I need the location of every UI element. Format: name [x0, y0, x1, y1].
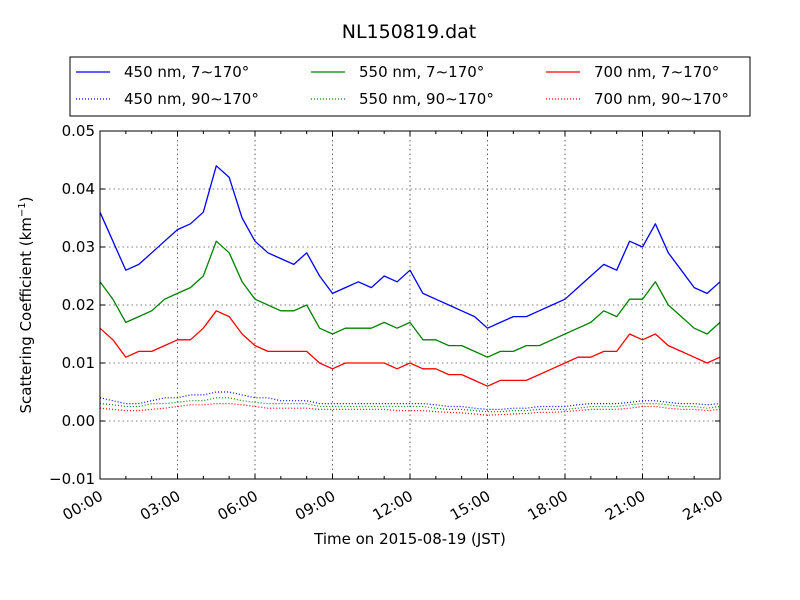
y-axis-label-superscript: −1 [17, 202, 28, 217]
y-tick-labels: −0.01 0.00 0.01 0.02 0.03 0.04 0.05 [49, 122, 95, 488]
tick-marks [99, 130, 721, 480]
legend-label-0: 450 nm, 7∼170° [124, 63, 249, 81]
y-tick-label: 0.04 [62, 180, 95, 198]
y-axis-label-main: Scattering Coefficient (km [17, 217, 35, 413]
y-tick-label: −0.01 [49, 470, 95, 488]
y-tick-label: 0.00 [62, 412, 95, 430]
y-tick-label: 0.03 [62, 238, 95, 256]
legend-entries: 450 nm, 7∼170° 550 nm, 7∼170° 700 nm, 7∼17… [76, 63, 729, 108]
legend-label-3: 450 nm, 90∼170° [124, 90, 259, 108]
y-axis-label-suffix: ) [17, 196, 35, 202]
series-line-1 [99, 240, 721, 358]
y-tick-label: 0.05 [62, 122, 95, 140]
legend-label-5: 700 nm, 90∼170° [594, 90, 729, 108]
chart-title: NL150819.dat [342, 21, 477, 43]
plot-background [100, 131, 720, 479]
legend-label-2: 700 nm, 7∼170° [594, 63, 719, 81]
y-tick-label: 0.01 [62, 354, 95, 372]
y-axis-label: Scattering Coefficient (km−1) [17, 196, 35, 413]
series-layer [99, 165, 721, 416]
legend-box [69, 56, 751, 117]
y-tick-label: 0.02 [62, 296, 95, 314]
legend-label-4: 550 nm, 90∼170° [359, 90, 494, 108]
legend: 450 nm, 7∼170° 550 nm, 7∼170° 700 nm, 7∼17… [69, 56, 751, 117]
series-line-4 [99, 397, 721, 413]
plot-area [99, 130, 721, 480]
series-line-0 [99, 165, 721, 329]
series-line-2 [99, 310, 721, 387]
x-axis-label: Time on 2015-08-19 (JST) [313, 530, 506, 548]
legend-label-1: 550 nm, 7∼170° [359, 63, 484, 81]
